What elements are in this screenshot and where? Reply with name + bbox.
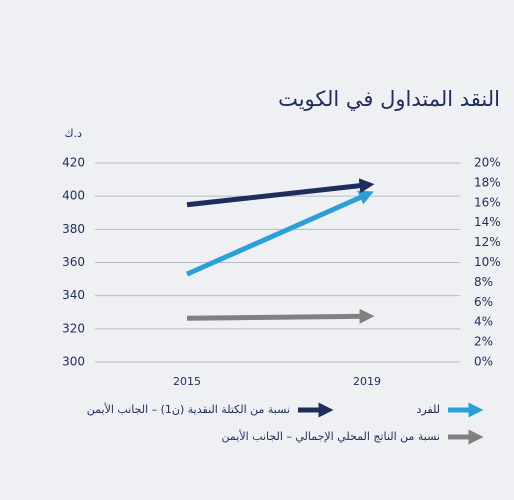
y2-tick-label: 4% [474,315,493,329]
y-tick-label: 360 [62,255,85,269]
legend-label: نسبة من الناتج المحلي الإجمالي – الجانب … [222,429,440,443]
y-unit: د.ك [65,127,83,140]
y2-tick-label: 0% [474,355,493,369]
y2-tick-label: 10% [474,255,501,269]
y2-tick-label: 16% [474,195,501,209]
x-tick-label: 2019 [353,375,381,388]
y-tick-label: 300 [62,355,85,369]
chart-title: النقد المتداول في الكويت [278,87,500,111]
y2-tick-label: 2% [474,335,493,349]
y-tick-label: 340 [62,288,85,302]
y-tick-label: 420 [62,156,85,170]
y-tick-label: 320 [62,321,85,335]
y2-tick-label: 12% [474,235,501,249]
series-arrow [186,308,375,324]
y-tick-label: 400 [62,189,85,203]
y2-tick-label: 8% [474,275,493,289]
series-arrow [186,178,375,208]
x-tick-label: 2015 [173,375,201,388]
legend-label: للفرد [416,403,440,416]
y2-tick-label: 6% [474,295,493,309]
y2-tick-label: 20% [474,156,501,170]
y2-tick-label: 18% [474,175,501,189]
y2-tick-label: 14% [474,215,501,229]
legend-label: نسبة من الكتلة النقدية (ن1) – الجانب الأ… [87,402,290,416]
y-tick-label: 380 [62,222,85,236]
series-arrow [185,190,374,277]
